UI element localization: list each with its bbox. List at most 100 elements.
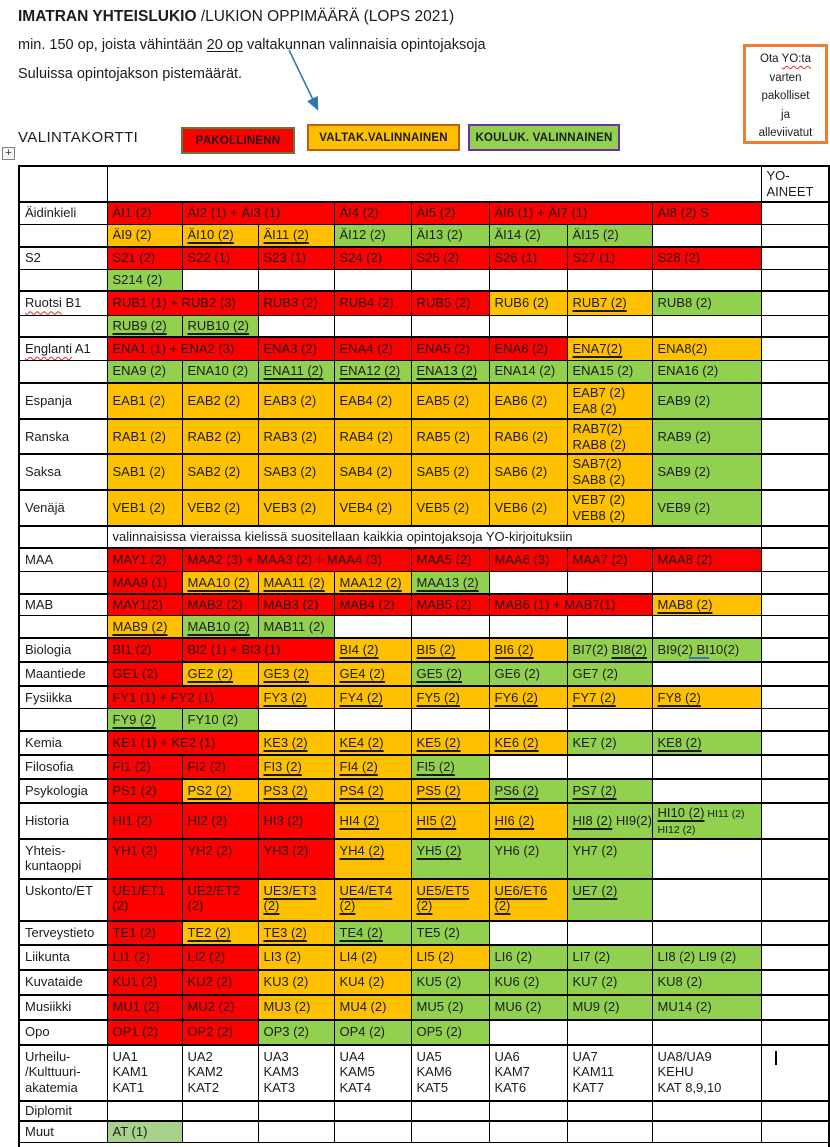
course-cell: RUB3 (2) bbox=[257, 290, 335, 316]
course-cell: BI6 (2) bbox=[488, 636, 568, 663]
course-cell: UA8/UA9 KEHU KAT 8,9,10 bbox=[651, 1043, 762, 1102]
table-row-aidinkieli: Äidinkieli ÄI1 (2) ÄI2 (1) + ÄI3 (1) ÄI4 (2… bbox=[18, 201, 830, 225]
yo-column-cell bbox=[760, 684, 830, 710]
subject-label bbox=[18, 359, 108, 384]
yo-aineet-header: YO- AINEET bbox=[760, 165, 830, 203]
empty-cell bbox=[651, 660, 762, 687]
course-cell: FY9 (2) bbox=[106, 708, 183, 732]
subject-label: Diplomit bbox=[18, 1099, 108, 1122]
course-cell: BI2 (1) + BI3 (1) bbox=[181, 636, 335, 663]
table-row-kemia: Kemia KE1 (1) + KE2 (1) KE3 (2) KE4 (2) KE5 … bbox=[18, 729, 830, 756]
course-cell: FY6 (2) bbox=[488, 684, 568, 710]
empty-cell bbox=[566, 753, 653, 780]
table-move-handle-icon[interactable] bbox=[2, 147, 15, 160]
course-cell: ÄI14 (2) bbox=[488, 223, 568, 248]
course-cell: MAB9 (2) bbox=[106, 615, 183, 639]
yo-column-cell bbox=[760, 246, 830, 270]
course-cell: MAA10 (2) bbox=[181, 571, 259, 595]
empty-cell bbox=[566, 708, 653, 732]
yo-column-cell bbox=[760, 660, 830, 687]
course-cell: AT (1) bbox=[106, 1119, 183, 1144]
subject-label: Venäjä bbox=[18, 489, 108, 527]
legend-item: VALTAK.VALINNAINEN bbox=[307, 124, 460, 151]
course-cell: S26 (1) bbox=[488, 246, 568, 270]
subject-label: Yhteis-kuntaoppi bbox=[18, 837, 108, 880]
valintakortti-table: YO- AINEET Äidinkieli ÄI1 (2) ÄI2 (1) + ÄI3 … bbox=[18, 165, 830, 1147]
course-cell: MAB3 (2) bbox=[257, 592, 335, 617]
course-cell: YH5 (2) bbox=[410, 837, 490, 880]
valintakortti-label: VALINTAKORTTI bbox=[18, 129, 139, 146]
course-cell: TE1 (2) bbox=[106, 919, 183, 946]
course-cell: VEB3 (2) bbox=[257, 489, 335, 527]
course-cell: ÄI1 (2) bbox=[106, 201, 183, 225]
course-cell: MAA6 (3) bbox=[488, 546, 568, 573]
course-cell: FI4 (2) bbox=[333, 753, 412, 780]
course-cell: ÄI12 (2) bbox=[333, 223, 412, 248]
note-box-line: ja bbox=[781, 108, 790, 121]
yo-column-cell bbox=[760, 753, 830, 780]
table-row-historia: Historia HI1 (2) HI2 (2) HI3 (2) HI4 (2) HI5 … bbox=[18, 801, 830, 840]
empty-cell bbox=[410, 708, 490, 732]
course-cell: BI1 (2) bbox=[106, 636, 183, 663]
subject-label bbox=[18, 708, 108, 732]
yo-column-cell bbox=[760, 314, 830, 338]
school-name: IMATRAN YHTEISLUKIO bbox=[18, 8, 197, 25]
table-row-diplomit: Diplomit bbox=[18, 1099, 830, 1122]
table-row-filosofia: Filosofia FI1 (2) FI2 (2) FI3 (2) FI4 (2) FI5… bbox=[18, 753, 830, 780]
course-cell: SAB7(2) SAB8 (2) bbox=[566, 453, 653, 491]
subject-label: MAB bbox=[18, 592, 108, 617]
course-cell: VEB5 (2) bbox=[410, 489, 490, 527]
course-cell: RAB3 (2) bbox=[257, 417, 335, 455]
course-cell: GE4 (2) bbox=[333, 660, 412, 687]
subject-label: Saksa bbox=[18, 453, 108, 491]
subject-label: Maantiede bbox=[18, 660, 108, 687]
table-row-maa: MAA MAY1 (2) MAA2 (3) + MAA3 (2) + MAA4 (3… bbox=[18, 546, 830, 573]
empty-cell bbox=[333, 314, 412, 338]
course-cell: UE3/ET3 (2) bbox=[257, 877, 335, 922]
table-row-aidinkieli-2: ÄI9 (2) ÄI10 (2) ÄI11 (2) ÄI12 (2) ÄI13 (2) Ä… bbox=[18, 223, 830, 248]
course-cell: PS3 (2) bbox=[257, 777, 335, 804]
empty-cell bbox=[333, 1099, 412, 1122]
table-row-fysiikka-2: FY9 (2) FY10 (2) bbox=[18, 708, 830, 732]
min-credits-underlined: 20 op bbox=[206, 37, 243, 53]
course-cell: MAA11 (2) bbox=[257, 571, 335, 595]
course-cell: MAA8 (2) bbox=[651, 546, 762, 573]
course-cell: YH2 (2) bbox=[181, 837, 259, 880]
text-caret bbox=[774, 1050, 777, 1065]
course-cell: ÄI15 (2) bbox=[566, 223, 653, 248]
empty-cell bbox=[566, 615, 653, 639]
yo-column-cell bbox=[760, 993, 830, 1021]
table-row-s2: S2 S21 (2) S22 (1) S23 (1) S24 (2) S25 (2) S26… bbox=[18, 246, 830, 270]
course-cell: SAB1 (2) bbox=[106, 453, 183, 491]
course-cell: MAA2 (3) + MAA3 (2) + MAA4 (3) bbox=[181, 546, 412, 573]
yo-column-cell bbox=[760, 636, 830, 663]
empty-cell bbox=[651, 223, 762, 248]
course-cell: FY3 (2) bbox=[257, 684, 335, 710]
table-row-opo: Opo OP1 (2) OP2 (2) OP3 (2) OP4 (2) OP5 (2) bbox=[18, 1018, 830, 1046]
course-cell: YH6 (2) bbox=[488, 837, 568, 880]
course-cell: KU5 (2) bbox=[410, 968, 490, 996]
course-cell: UE7 (2) bbox=[566, 877, 653, 922]
empty-cell bbox=[488, 615, 568, 639]
yo-column-cell bbox=[760, 223, 830, 248]
yo-column-cell bbox=[760, 453, 830, 491]
empty-cell bbox=[333, 268, 412, 292]
course-cell: FI3 (2) bbox=[257, 753, 335, 780]
table-row-fysiikka: Fysiikka FY1 (1) + FY2 (1) FY3 (2) FY4 (2) F… bbox=[18, 684, 830, 710]
yo-column-cell bbox=[760, 571, 830, 595]
course-cell: S25 (2) bbox=[410, 246, 490, 270]
disclaimer-text: Taulukko on suuntaa antava. Muistakaa ky… bbox=[18, 1142, 830, 1147]
course-cell: UA4 KAM5 KAT4 bbox=[333, 1043, 412, 1102]
course-cell: MAB5 (2) bbox=[410, 592, 490, 617]
table-row-ruotsi-2: RUB9 (2) RUB10 (2) bbox=[18, 314, 830, 338]
course-cell: ENA12 (2) bbox=[333, 359, 412, 384]
subject-label: Biologia bbox=[18, 636, 108, 663]
yo-column-cell bbox=[760, 919, 830, 946]
yo-column-cell bbox=[760, 708, 830, 732]
empty-cell bbox=[488, 1119, 568, 1144]
course-cell: ÄI13 (2) bbox=[410, 223, 490, 248]
course-cell: ENA9 (2) bbox=[106, 359, 183, 384]
course-cell: S28 (2) bbox=[651, 246, 762, 270]
course-cell: LI3 (2) bbox=[257, 943, 335, 971]
course-cell: KU6 (2) bbox=[488, 968, 568, 996]
